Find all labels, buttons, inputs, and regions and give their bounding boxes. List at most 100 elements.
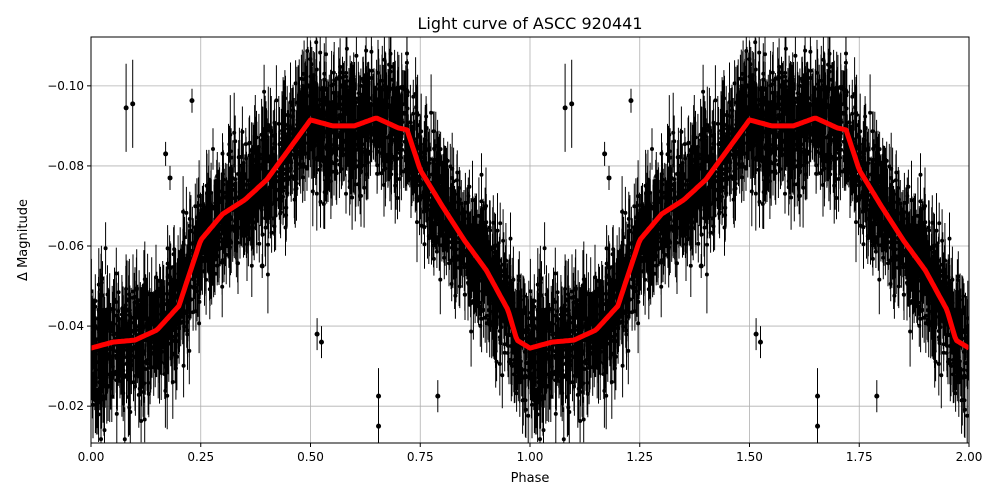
data-point (527, 369, 531, 373)
data-point (644, 242, 648, 246)
data-point (637, 271, 641, 275)
data-point (303, 152, 307, 156)
data-point (924, 314, 928, 318)
data-point (763, 52, 767, 56)
data-point (134, 316, 138, 320)
data-point (182, 243, 186, 247)
data-point (773, 139, 777, 143)
data-point (611, 339, 615, 343)
data-point (663, 227, 667, 231)
data-point (802, 135, 806, 139)
data-point (954, 318, 958, 322)
data-point (393, 158, 397, 162)
data-point (340, 83, 344, 87)
data-point (476, 276, 480, 280)
data-point (854, 220, 858, 224)
data-point (588, 313, 592, 317)
data-point (787, 87, 791, 91)
data-point (767, 161, 771, 165)
data-point (582, 288, 586, 292)
data-point (887, 206, 891, 210)
data-point (732, 198, 736, 202)
data-point (771, 91, 775, 95)
data-point (133, 295, 137, 299)
data-point (394, 172, 398, 176)
data-point (783, 192, 787, 196)
data-point (522, 294, 526, 298)
data-point (821, 156, 825, 160)
data-point (858, 129, 862, 133)
data-point (117, 359, 121, 363)
data-point (440, 223, 444, 227)
data-point (699, 133, 703, 137)
data-point (520, 377, 524, 381)
data-point (725, 169, 729, 173)
data-point (120, 379, 124, 383)
data-point (909, 235, 913, 239)
data-point (567, 374, 571, 378)
data-point (582, 277, 586, 281)
data-point (363, 135, 367, 139)
data-point (927, 264, 931, 268)
data-point (788, 91, 792, 95)
data-point (261, 233, 265, 237)
data-point (414, 92, 418, 96)
data-point (378, 94, 382, 98)
data-point (667, 133, 671, 137)
data-point (418, 194, 422, 198)
data-point (332, 148, 336, 152)
data-point (293, 198, 297, 202)
data-point (636, 211, 640, 215)
data-point (819, 151, 823, 155)
data-point (127, 313, 131, 317)
data-point (145, 303, 149, 307)
data-point (186, 329, 190, 333)
data-point (420, 224, 424, 228)
data-point (195, 221, 199, 225)
data-point (695, 163, 699, 167)
data-point (830, 78, 834, 82)
data-point (803, 84, 807, 88)
data-point (628, 229, 632, 233)
data-point (506, 281, 510, 285)
data-point (789, 196, 793, 200)
data-point (185, 260, 189, 264)
data-point (176, 272, 180, 276)
data-point (703, 226, 707, 230)
data-point (535, 317, 539, 321)
data-point (625, 320, 629, 324)
data-point (281, 122, 285, 126)
data-point (396, 196, 400, 200)
data-point (490, 323, 494, 327)
data-point (543, 246, 547, 250)
data-point (769, 119, 773, 123)
data-point (648, 267, 652, 271)
data-point (480, 199, 484, 203)
data-point (573, 328, 577, 332)
data-point (608, 325, 612, 329)
data-point (737, 145, 741, 149)
data-point (835, 105, 839, 109)
data-point (165, 394, 169, 398)
data-point (124, 303, 128, 307)
data-point (102, 308, 106, 312)
data-point (395, 100, 399, 104)
data-point (550, 348, 554, 352)
data-point (668, 167, 672, 171)
data-point (319, 98, 323, 102)
data-point (711, 181, 715, 185)
data-point (732, 188, 736, 192)
data-point (578, 419, 582, 423)
data-point (206, 193, 210, 197)
data-point (816, 144, 820, 148)
data-point (330, 131, 334, 135)
data-point (763, 96, 767, 100)
data-point (270, 152, 274, 156)
data-point (251, 147, 255, 151)
data-point (114, 272, 118, 276)
data-point (885, 159, 889, 163)
data-point (497, 267, 501, 271)
data-point (914, 247, 918, 251)
data-point (247, 179, 251, 183)
data-point (93, 299, 97, 303)
